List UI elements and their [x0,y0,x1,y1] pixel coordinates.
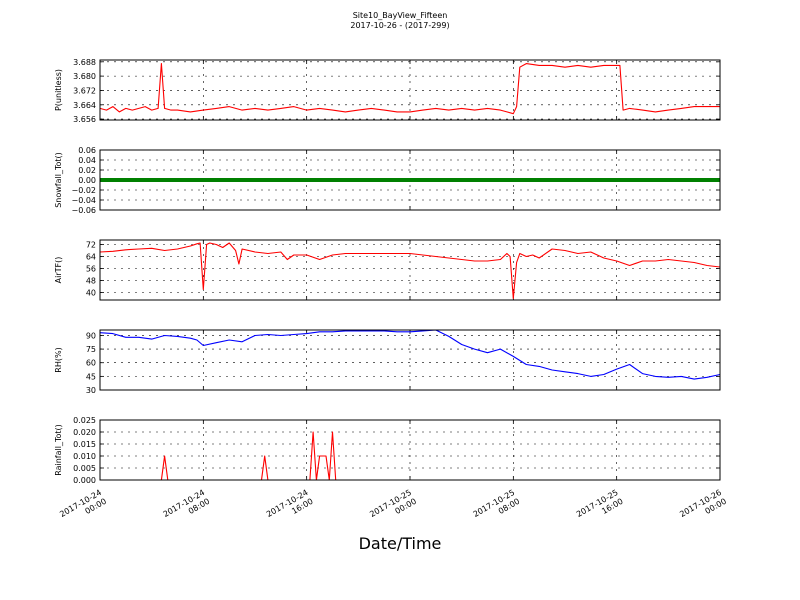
series-line [100,431,720,481]
panel-frame [99,419,721,481]
y-tick-label: 3.656 [73,115,96,124]
y-tick-label: 3.672 [73,86,96,95]
x-tick-label: 2017-10-2416:00 [265,488,315,528]
y-axis-label: P(unitless) [54,69,63,111]
y-axis-label: AirTF() [54,257,63,284]
y-axis-label: Rainfall_Tot() [54,424,63,476]
x-tick-label: 2017-10-2516:00 [575,488,625,528]
y-tick-label: 0.010 [73,452,96,461]
y-tick-label: 40 [86,289,96,298]
panel-frame [99,329,721,391]
y-tick-label: 90 [86,331,96,340]
series-line [99,329,721,380]
y-tick-label: 0.020 [73,428,96,437]
y-tick-label: 3.688 [73,58,96,67]
y-tick-label: 60 [86,359,96,368]
y-axis-label: RH(%) [54,347,63,372]
y-tick-label: 0.00 [78,176,96,185]
y-tick-label: 56 [86,265,96,274]
series-line [99,242,721,300]
x-tick-label: 2017-10-2500:00 [368,488,418,528]
y-tick-label: 64 [86,253,96,262]
y-tick-label: 0.000 [73,476,96,485]
y-tick-label: 0.005 [73,464,96,473]
panel-frame [99,239,721,301]
x-axis-label: Date/Time [358,534,442,553]
y-tick-label: 0.04 [78,156,96,165]
chart-subtitle: 2017-10-26 - (2017-299) [350,21,450,30]
panel-frame [99,59,721,121]
y-tick-label: 30 [86,386,96,395]
x-tick-label: 2017-10-2408:00 [162,488,212,528]
panel-frame [99,149,721,211]
x-tick-label: 2017-10-2600:00 [678,488,728,528]
y-tick-label: 3.664 [73,101,96,110]
series-line [99,63,720,115]
y-tick-label: 3.680 [73,72,96,81]
y-tick-label: 45 [86,372,96,381]
y-axis-label: Snowfall_Tot() [54,152,63,208]
y-tick-label: 0.015 [73,440,96,449]
y-tick-label: 72 [86,241,96,250]
y-tick-label: 48 [86,277,96,286]
x-tick-label: 2017-10-2508:00 [472,488,522,528]
chart-title: Site10_BayView_Fifteen [352,11,448,20]
y-tick-label: 0.02 [78,166,96,175]
y-tick-label: 75 [86,345,96,354]
y-tick-label: −0.04 [71,196,96,205]
x-tick-label: 2017-10-2400:00 [58,488,108,528]
y-tick-label: 0.06 [78,146,96,155]
y-tick-label: 0.025 [73,416,96,425]
y-tick-label: −0.06 [71,206,96,215]
y-tick-label: −0.02 [71,186,96,195]
